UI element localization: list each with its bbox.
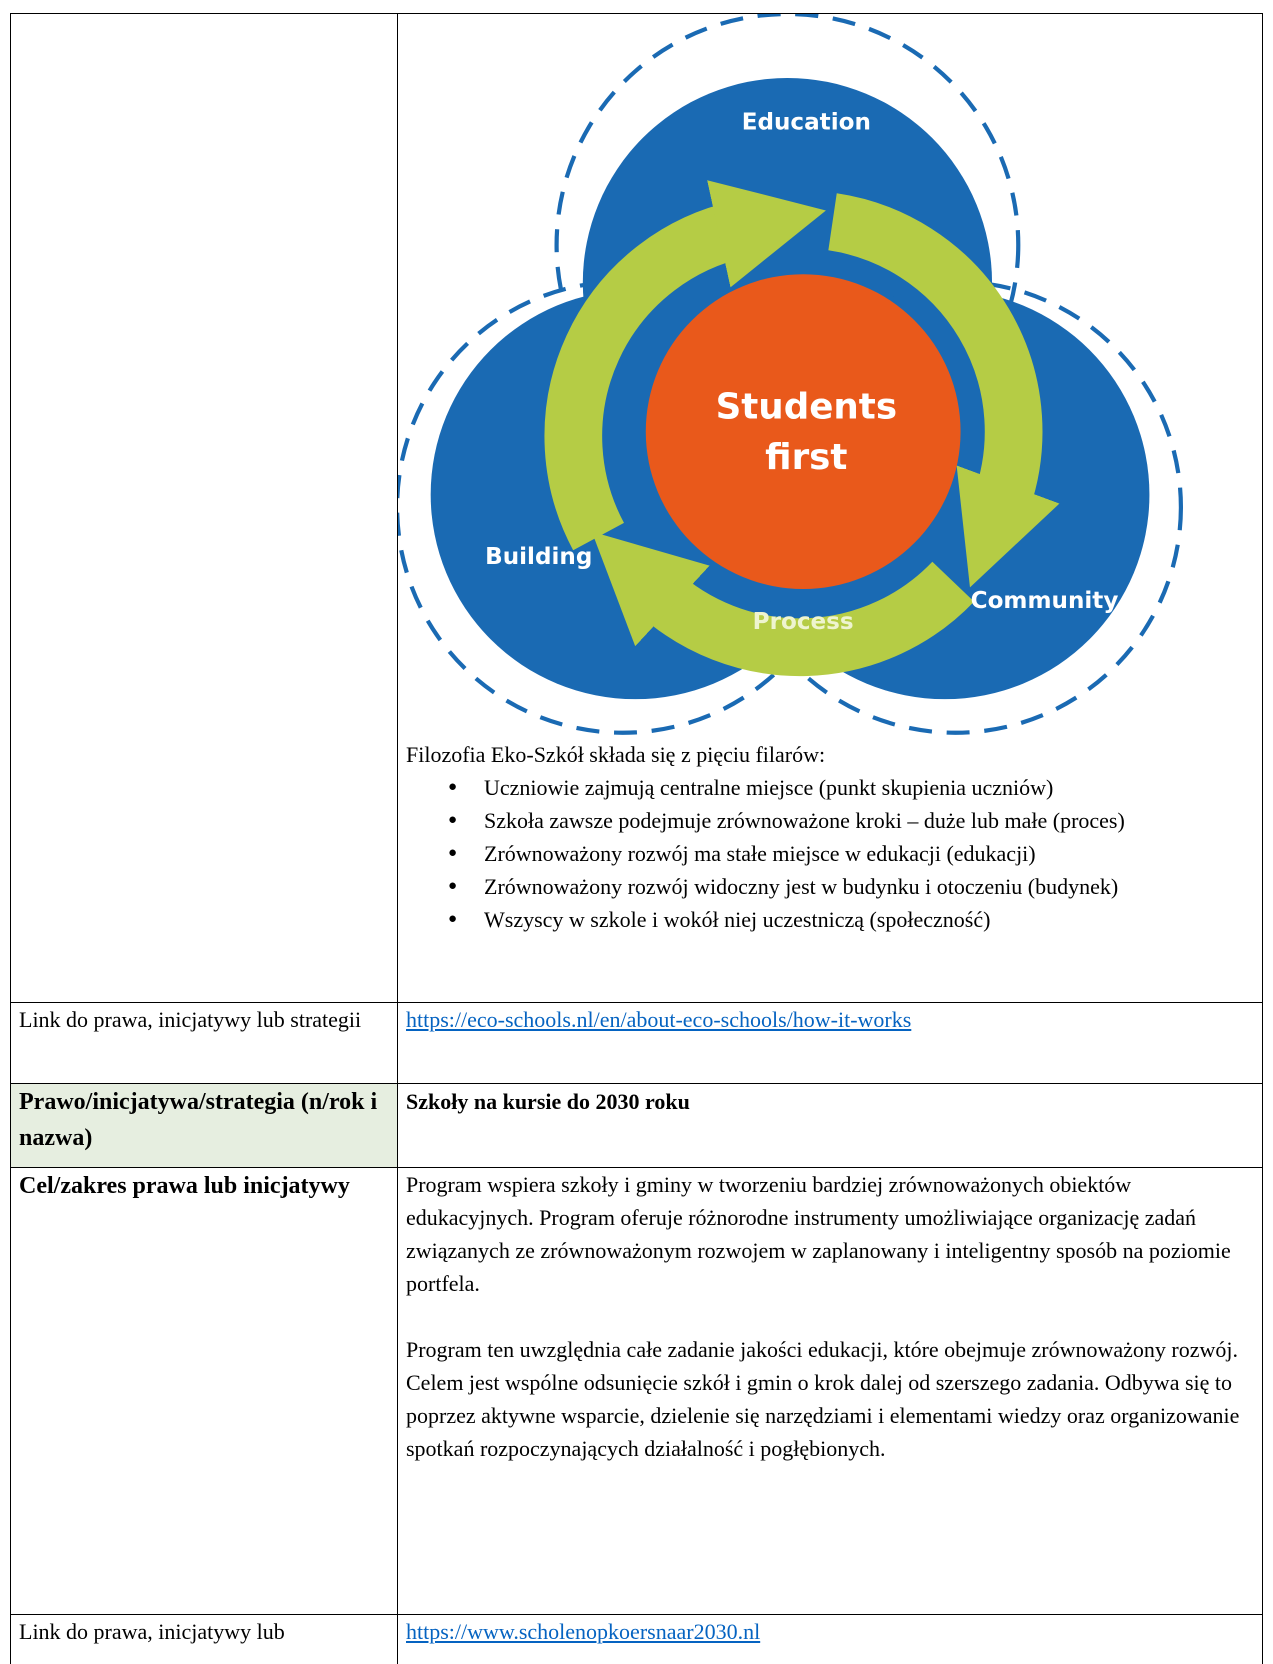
center-circle xyxy=(645,274,961,590)
label-students: Students xyxy=(716,387,897,428)
cell-label: Link do prawa, inicjatywy lub strategii xyxy=(10,1002,398,1084)
label-building: Building xyxy=(485,544,592,570)
cell-header: Prawo/inicjatywa/strategia (n/rok i nazw… xyxy=(10,1083,398,1168)
paragraph: Program ten uwzględnia całe zadanie jako… xyxy=(406,1337,1240,1461)
cell: Program wspiera szkoły i gminy w tworzen… xyxy=(397,1167,1263,1615)
label-process: Process xyxy=(753,609,854,635)
row: Education Students first Building Commun… xyxy=(10,13,1263,1003)
cell: https://www.scholenopkoersnaar2030.nl xyxy=(397,1614,1263,1664)
cell-header: Cel/zakres prawa lub inicjatywy xyxy=(10,1167,398,1615)
cell: https://eco-schools.nl/en/about-eco-scho… xyxy=(397,1002,1263,1084)
cell: Education Students first Building Commun… xyxy=(397,13,1263,1003)
bullet: Zrównoważony rozwój ma stałe miejsce w e… xyxy=(448,837,1254,870)
paragraph: Program wspiera szkoły i gminy w tworzen… xyxy=(406,1172,1231,1296)
link[interactable]: https://eco-schools.nl/en/about-eco-scho… xyxy=(406,1007,912,1032)
pillars-text: Filozofia Eko-Szkół składa się z pięciu … xyxy=(398,738,1262,936)
bullet-list: Uczniowie zajmują centralne miejsce (pun… xyxy=(406,771,1254,936)
label-first: first xyxy=(765,437,847,478)
eco-schools-diagram: Education Students first Building Commun… xyxy=(398,14,1184,735)
cell xyxy=(10,13,398,1003)
row: Link do prawa, inicjatywy lub strategii … xyxy=(10,1002,1263,1084)
intro: Filozofia Eko-Szkół składa się z pięciu … xyxy=(406,742,826,767)
cell-label: Link do prawa, inicjatywy lub xyxy=(10,1614,398,1664)
cycle-arrows xyxy=(544,180,1060,677)
label-education: Education xyxy=(742,110,871,136)
bullet: Zrównoważony rozwój widoczny jest w budy… xyxy=(448,870,1254,903)
row: Link do prawa, inicjatywy lub https://ww… xyxy=(10,1614,1263,1664)
info-table: Education Students first Building Commun… xyxy=(10,13,1263,1664)
label-community: Community xyxy=(971,588,1119,614)
bullet: Szkoła zawsze podejmuje zrównoważone kro… xyxy=(448,804,1254,837)
link[interactable]: https://www.scholenopkoersnaar2030.nl xyxy=(406,1619,761,1644)
cell-title: Szkoły na kursie do 2030 roku xyxy=(397,1083,1263,1168)
row: Cel/zakres prawa lub inicjatywy Program … xyxy=(10,1167,1263,1615)
bullet: Uczniowie zajmują centralne miejsce (pun… xyxy=(448,771,1254,804)
row: Prawo/inicjatywa/strategia (n/rok i nazw… xyxy=(10,1083,1263,1168)
bullet: Wszyscy w szkole i wokół niej uczestnicz… xyxy=(448,903,1254,936)
